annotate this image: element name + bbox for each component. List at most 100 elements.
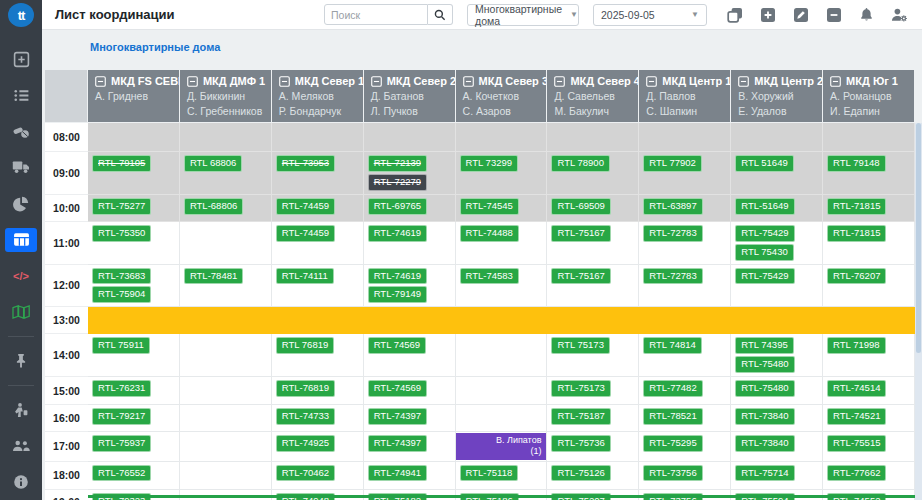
schedule-cell[interactable]: RTL-75167 (547, 222, 639, 265)
schedule-cell[interactable]: RTL-75429 (731, 265, 823, 308)
task-chip[interactable]: RTL-69509 (551, 198, 610, 215)
schedule-cell[interactable]: RTL-69509 (547, 195, 639, 222)
task-chip[interactable]: RTL-75167 (551, 268, 610, 285)
task-chip[interactable]: RTL 75173 (551, 337, 609, 354)
task-chip[interactable]: RTL 71998 (827, 337, 885, 354)
task-chip[interactable]: RTL-63897 (643, 198, 702, 215)
schedule-cell[interactable]: RTL-74459 (272, 195, 364, 222)
schedule-cell[interactable]: RTL-75118 (456, 462, 548, 490)
task-chip[interactable]: RTL-75167 (551, 225, 610, 242)
task-chip[interactable]: RTL 74395 (735, 337, 793, 354)
task-chip[interactable]: RTL-77662 (827, 465, 886, 482)
task-chip[interactable]: RTL 74569 (368, 337, 426, 354)
task-chip[interactable]: RTL-75295 (643, 435, 702, 452)
collapse-column-icon[interactable] (554, 76, 565, 87)
schedule-cell[interactable]: RTL-73953 (272, 152, 364, 195)
schedule-cell[interactable] (456, 123, 548, 152)
schedule-cell[interactable] (823, 123, 915, 152)
schedule-cell[interactable] (456, 377, 548, 405)
collapse-column-icon[interactable] (371, 76, 382, 87)
schedule-cell[interactable]: RTL 79148 (823, 152, 915, 195)
task-chip[interactable]: RTL 75430 (735, 244, 793, 261)
schedule-cell[interactable]: RTL-76819 (272, 377, 364, 405)
scrollbar-thumb[interactable] (916, 123, 921, 353)
schedule-cell[interactable]: RTL-70462 (272, 462, 364, 490)
schedule-cell[interactable]: RTL 76819 (272, 334, 364, 377)
schedule-cell[interactable]: RTL-72139RTL-72279 (364, 152, 456, 195)
schedule-cell[interactable] (731, 307, 823, 334)
schedule-cell[interactable] (272, 123, 364, 152)
task-chip[interactable]: RTL 68806 (184, 155, 242, 172)
schedule-cell[interactable] (639, 307, 731, 334)
column-header[interactable]: МКД FS СЕВЕРА. Гриднев (88, 70, 179, 122)
task-chip[interactable]: RTL-72139 (368, 155, 427, 172)
schedule-cell[interactable]: RTL-73756 (639, 462, 731, 490)
collapse-column-icon[interactable] (279, 76, 290, 87)
task-chip[interactable]: RTL-71815 (827, 198, 886, 215)
task-chip[interactable]: RTL-75480 (735, 380, 794, 397)
schedule-cell[interactable]: RTL-71815 (823, 222, 915, 265)
schedule-cell[interactable] (364, 123, 456, 152)
schedule-cell[interactable] (180, 405, 272, 432)
task-chip[interactable]: RTL-79217 (92, 408, 151, 425)
schedule-cell[interactable]: RTL-68806 (180, 195, 272, 222)
schedule-cell[interactable]: RTL-74397 (364, 432, 456, 462)
schedule-cell[interactable]: RTL-75350 (88, 222, 180, 265)
schedule-cell[interactable]: RTL-75515 (823, 432, 915, 462)
collapse-column-icon[interactable] (646, 76, 657, 87)
notifications-button[interactable] (859, 7, 874, 22)
vertical-scrollbar[interactable] (915, 123, 922, 500)
task-chip[interactable]: RTL-75118 (460, 465, 519, 482)
schedule-cell[interactable]: RTL-75173 (547, 377, 639, 405)
column-header[interactable]: МКД Центр 2В. ХоружийЕ. Удалов (731, 70, 822, 122)
task-chip[interactable]: RTL-74941 (368, 465, 427, 482)
task-chip[interactable]: RTL-75515 (827, 435, 886, 452)
task-chip[interactable]: RTL-75350 (92, 225, 151, 242)
task-chip[interactable]: RTL 73299 (460, 155, 518, 172)
schedule-cell[interactable]: RTL 75173 (547, 334, 639, 377)
task-chip[interactable]: RTL-74514 (827, 380, 886, 397)
schedule-cell[interactable]: RTL 74569 (364, 334, 456, 377)
schedule-cell[interactable]: RTL-74569 (364, 377, 456, 405)
task-chip[interactable]: RTL-77482 (643, 380, 702, 397)
task-chip[interactable]: RTL-75187 (551, 408, 610, 425)
collapse-column-icon[interactable] (187, 76, 198, 87)
schedule-cell[interactable] (180, 307, 272, 334)
collapse-column-icon[interactable] (738, 76, 749, 87)
remove-button[interactable] (826, 7, 842, 23)
schedule-cell[interactable]: RTL-74619RTL-79149 (364, 265, 456, 308)
task-chip[interactable]: RTL 51649 (735, 155, 793, 172)
column-header[interactable]: МКД ДМФ 1Д. БиккининС. Гребенников (180, 70, 271, 122)
group-label-link[interactable]: Многоквартирные дома (42, 30, 220, 53)
task-chip[interactable]: RTL-74459 (276, 225, 335, 242)
task-chip[interactable]: RTL-70462 (276, 465, 335, 482)
schedule-cell[interactable]: RTL-76207 (823, 265, 915, 308)
schedule-cell[interactable]: RTL-74583 (456, 265, 548, 308)
user-settings-button[interactable] (891, 7, 908, 23)
schedule-cell[interactable] (180, 123, 272, 152)
task-chip[interactable]: RTL-74111 (276, 268, 334, 285)
sidebar-item-info[interactable] (5, 470, 37, 494)
task-chip[interactable]: RTL-75937 (92, 435, 151, 452)
schedule-cell[interactable] (88, 307, 180, 334)
task-chip[interactable]: RTL-73953 (276, 155, 335, 172)
schedule-cell[interactable]: RTL-73840 (731, 432, 823, 462)
task-chip[interactable]: RTL-74619 (368, 268, 427, 285)
schedule-cell[interactable]: RTL-79217 (88, 405, 180, 432)
task-chip[interactable]: RTL-71815 (827, 225, 886, 242)
schedule-cell[interactable]: RTL-75937 (88, 432, 180, 462)
schedule-cell[interactable]: RTL-77662 (823, 462, 915, 490)
schedule-cell[interactable]: RTL 77902 (639, 152, 731, 195)
schedule-cell[interactable]: RTL-75429RTL 75430 (731, 222, 823, 265)
task-chip[interactable]: RTL-73840 (735, 408, 794, 425)
schedule-cell[interactable] (731, 123, 823, 152)
column-header[interactable]: МКД Юг 1А. РоманцовИ. Едапин (823, 70, 914, 122)
task-chip[interactable]: RTL-75126 (551, 465, 610, 482)
schedule-cell[interactable]: RTL-78481 (180, 265, 272, 308)
task-chip[interactable]: RTL-73683 (92, 268, 151, 285)
schedule-cell[interactable] (547, 307, 639, 334)
schedule-cell[interactable] (456, 307, 548, 334)
task-chip[interactable]: RTL-74733 (276, 408, 335, 425)
sidebar-item-courier[interactable] (5, 398, 37, 422)
schedule-cell[interactable]: RTL-74733 (272, 405, 364, 432)
